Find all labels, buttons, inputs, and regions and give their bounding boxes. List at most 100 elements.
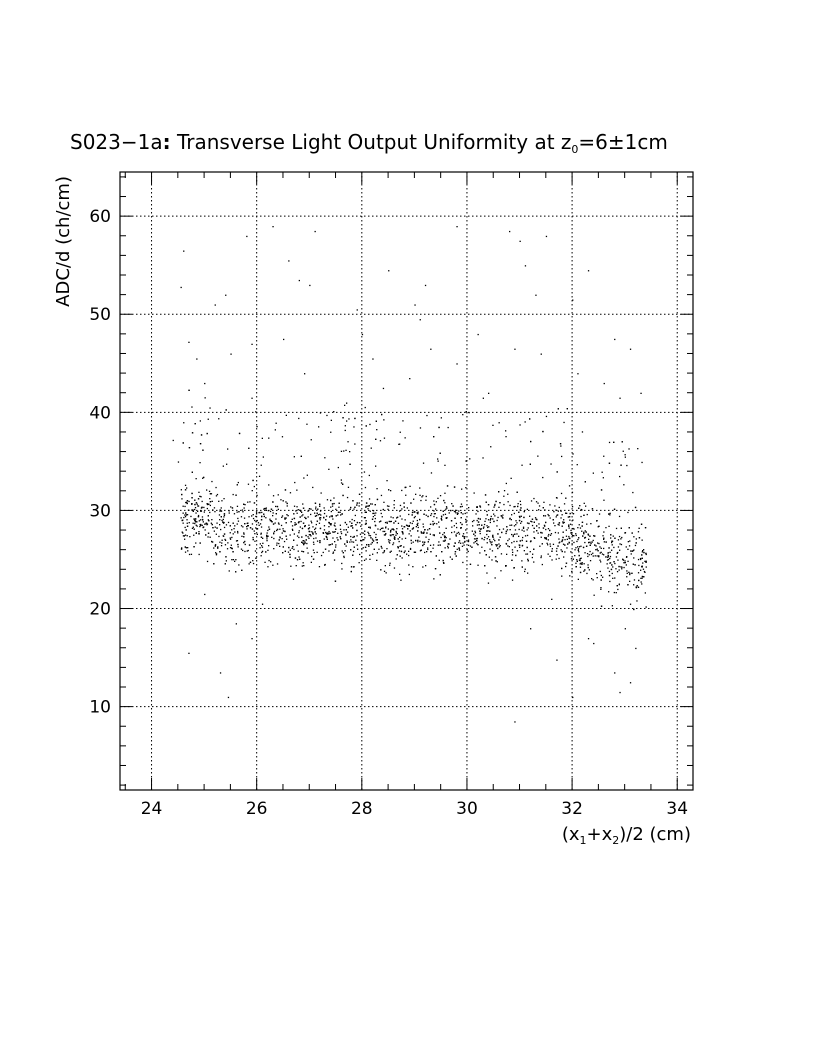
data-point: [305, 539, 307, 541]
data-point: [372, 553, 374, 555]
data-point: [223, 535, 225, 537]
data-point: [456, 513, 459, 515]
data-point: [394, 520, 397, 522]
data-point: [540, 556, 542, 559]
data-point: [409, 530, 411, 532]
data-point: [496, 519, 498, 522]
data-point: [235, 571, 237, 573]
data-point: [375, 512, 377, 514]
data-point: [641, 566, 643, 568]
data-point: [549, 555, 551, 557]
data-point: [558, 538, 560, 540]
data-point: [372, 539, 374, 541]
data-point: [433, 534, 435, 537]
data-point: [451, 531, 453, 534]
data-point: [260, 464, 262, 466]
data-point: [611, 564, 613, 566]
data-point: [556, 554, 558, 556]
data-point: [621, 568, 623, 570]
data-point: [379, 440, 382, 442]
data-point: [410, 539, 412, 542]
data-point: [308, 508, 311, 510]
data-point: [419, 319, 421, 321]
data-point: [598, 513, 601, 515]
data-point: [568, 516, 571, 518]
data-point: [319, 412, 322, 414]
data-point: [364, 546, 367, 548]
data-point: [473, 538, 476, 540]
data-point: [538, 505, 541, 507]
data-point: [507, 539, 509, 542]
data-point: [301, 536, 303, 538]
data-point: [551, 550, 553, 552]
data-point: [626, 556, 628, 558]
data-point: [256, 528, 259, 530]
data-point: [543, 515, 545, 517]
data-point: [464, 541, 466, 543]
data-point: [565, 535, 568, 537]
data-point: [364, 530, 366, 532]
data-point: [271, 521, 273, 523]
data-point: [397, 538, 399, 540]
data-point: [560, 517, 562, 519]
data-point: [303, 477, 305, 479]
data-point: [313, 543, 315, 545]
data-point: [323, 538, 325, 540]
data-point: [422, 526, 425, 528]
data-point: [196, 503, 198, 505]
data-point: [495, 500, 497, 503]
data-point: [603, 554, 605, 556]
data-point: [376, 498, 379, 501]
data-point: [493, 506, 495, 508]
data-point: [229, 525, 231, 527]
data-point: [238, 564, 240, 566]
data-point: [371, 518, 374, 520]
data-point: [636, 585, 638, 587]
data-point: [596, 520, 598, 522]
data-point: [624, 560, 626, 562]
data-point: [310, 535, 312, 537]
data-point: [209, 493, 212, 495]
data-point: [445, 508, 447, 510]
data-point: [556, 471, 558, 473]
data-point: [533, 497, 535, 500]
data-point: [257, 522, 260, 524]
data-point: [395, 530, 397, 533]
data-point: [299, 526, 301, 528]
data-point: [352, 554, 354, 556]
data-point: [557, 523, 559, 526]
data-point: [382, 508, 384, 511]
data-point: [623, 562, 625, 564]
data-point: [297, 522, 300, 524]
data-point: [344, 404, 346, 406]
data-point: [561, 575, 563, 577]
data-point: [308, 524, 310, 526]
data-point: [545, 521, 547, 524]
data-point: [608, 462, 611, 464]
data-point: [626, 572, 628, 574]
data-point: [572, 519, 574, 521]
data-point: [486, 525, 488, 527]
data-point: [185, 547, 187, 549]
data-point: [386, 505, 389, 507]
data-point: [304, 516, 306, 519]
data-point: [340, 482, 343, 484]
data-point: [417, 522, 419, 524]
data-point: [549, 529, 551, 532]
data-point: [636, 600, 638, 602]
data-point: [248, 447, 250, 449]
data-point: [645, 606, 647, 608]
data-point: [566, 547, 568, 549]
data-point: [181, 493, 183, 496]
data-point: [541, 563, 543, 566]
data-point: [319, 517, 321, 519]
data-point: [422, 462, 425, 464]
data-point: [616, 552, 618, 554]
data-point: [516, 533, 518, 535]
data-point: [574, 549, 576, 551]
data-point: [505, 565, 507, 567]
data-point: [462, 414, 464, 416]
data-point: [598, 555, 600, 558]
data-point: [228, 512, 230, 514]
data-point: [609, 555, 612, 558]
